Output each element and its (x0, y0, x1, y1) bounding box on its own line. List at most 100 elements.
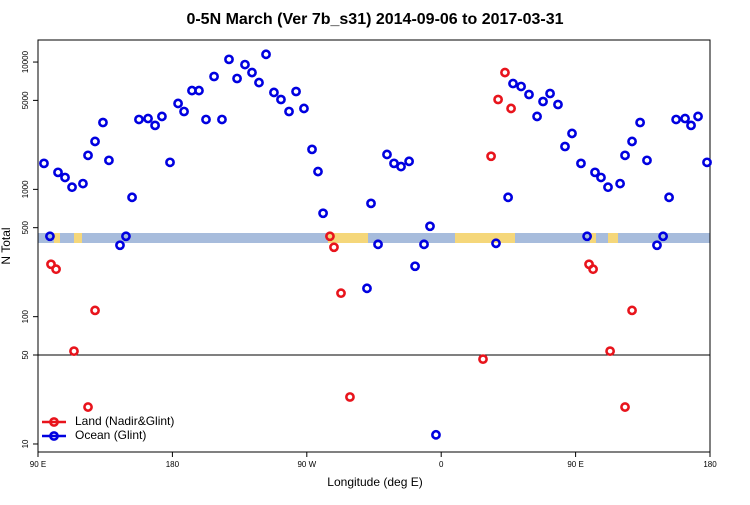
point (209, 71, 219, 82)
point (404, 156, 414, 167)
point (506, 103, 516, 114)
point (635, 117, 646, 128)
point (284, 106, 294, 117)
point (567, 128, 577, 139)
point (702, 157, 712, 168)
legend-label: Land (Nadir&Glint) (75, 414, 174, 428)
point (503, 192, 514, 203)
point (345, 392, 355, 402)
point (98, 117, 108, 128)
point (318, 208, 328, 219)
point (605, 346, 615, 357)
point (491, 238, 501, 249)
point (254, 77, 264, 88)
point (362, 283, 372, 294)
point (425, 221, 435, 232)
point (232, 73, 242, 84)
point (478, 354, 488, 365)
point (143, 113, 153, 124)
point (217, 114, 227, 125)
point (382, 149, 392, 160)
legend-marker (49, 417, 59, 427)
point (39, 158, 49, 169)
x-tick-label: 90 E (30, 460, 46, 469)
point (620, 402, 630, 412)
point (69, 346, 79, 357)
legend-label: Ocean (Glint) (75, 428, 146, 442)
point (493, 94, 503, 105)
y-tick-label: 5000 (21, 91, 30, 109)
point (269, 87, 279, 98)
point (78, 178, 88, 189)
point (60, 172, 70, 183)
point (165, 157, 175, 168)
legend-marker (49, 431, 59, 441)
point (121, 231, 131, 242)
point (366, 198, 376, 209)
point (508, 78, 518, 89)
point (329, 242, 339, 253)
x-tick-label: 0 (439, 460, 444, 469)
point (615, 178, 626, 189)
y-tick-label: 500 (21, 220, 30, 234)
plot-frame (37, 39, 711, 453)
point (201, 114, 211, 125)
point (588, 264, 598, 275)
point (53, 167, 63, 178)
point (620, 150, 630, 161)
point (276, 94, 286, 105)
point (373, 239, 383, 250)
point (224, 54, 234, 65)
point (576, 158, 586, 169)
point (261, 49, 271, 60)
y-tick-label: 10000 (21, 50, 30, 73)
point (524, 89, 534, 100)
point (336, 288, 346, 299)
point (680, 113, 690, 124)
point (532, 111, 542, 122)
point (115, 240, 125, 251)
point (313, 166, 323, 177)
point (686, 120, 696, 131)
x-tick-label: 180 (703, 460, 717, 469)
point (627, 136, 637, 147)
y-tick-label: 10 (21, 439, 30, 448)
point (247, 67, 257, 78)
y-tick-label: 50 (21, 350, 30, 359)
point (307, 144, 317, 155)
point (396, 161, 406, 172)
point (553, 99, 563, 110)
point (693, 111, 703, 122)
y-tick-label: 1000 (21, 180, 30, 198)
point (46, 259, 56, 270)
point (83, 150, 93, 161)
point (671, 114, 682, 125)
x-tick-label: 90 E (567, 460, 583, 469)
point (67, 182, 77, 193)
point (590, 167, 600, 178)
y-tick-label: 100 (21, 309, 30, 323)
point (51, 264, 61, 275)
point (127, 192, 137, 203)
x-tick-label: 90 W (297, 460, 316, 469)
point (664, 192, 674, 203)
point (486, 151, 496, 162)
point (45, 231, 55, 242)
y-axis-label: N Total (0, 227, 13, 264)
point (545, 88, 555, 99)
point (291, 86, 301, 97)
map-strip (38, 233, 710, 243)
chart-title: 0-5N March (Ver 7b_s31) 2014-09-06 to 20… (186, 11, 563, 28)
point (157, 111, 167, 122)
point (560, 141, 570, 152)
x-axis-label: Longitude (deg E) (327, 475, 422, 489)
point (134, 114, 144, 125)
point (538, 96, 548, 107)
point (642, 155, 652, 166)
point (603, 182, 613, 193)
point (240, 59, 250, 70)
point (419, 239, 429, 250)
point (173, 98, 183, 109)
